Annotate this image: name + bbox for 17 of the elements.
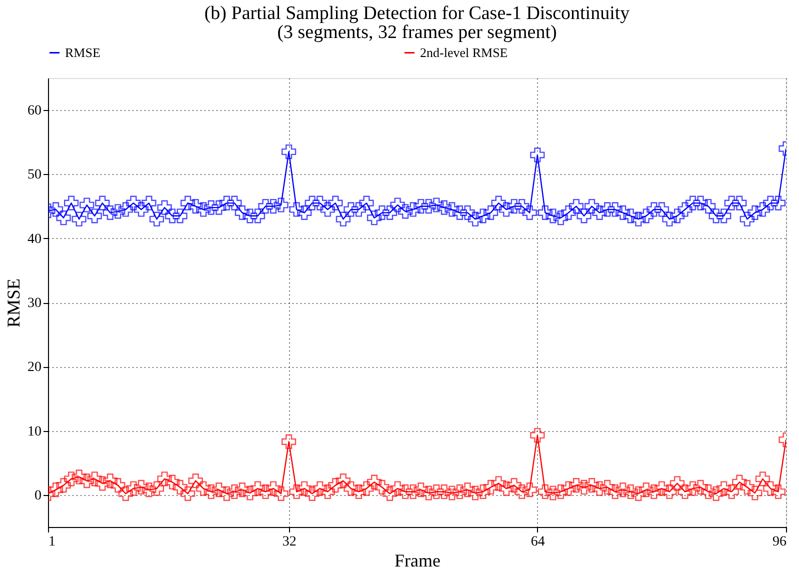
y-tick-label: 30 (28, 296, 42, 311)
y-tick-label: 60 (28, 104, 42, 119)
chart-subtitle: (3 segments, 32 frames per segment) (277, 22, 557, 43)
x-tick-label: 64 (530, 534, 545, 550)
y-tick-label: 40 (28, 232, 42, 247)
x-tick-label: 96 (772, 534, 786, 550)
x-tick-label: 32 (282, 534, 296, 550)
y-axis-title: RMSE (4, 278, 24, 328)
y-tick-label: 10 (28, 424, 42, 440)
x-tick-label: 1 (48, 534, 56, 550)
legend-label: RMSE (65, 44, 100, 60)
x-axis-title: Frame (394, 550, 441, 570)
chart-title: (b) Partial Sampling Detection for Case-1 Discontinuity (204, 3, 630, 24)
y-tick-label: 20 (28, 360, 42, 376)
y-tick-label: 50 (28, 168, 42, 183)
legend-label: 2nd-level RMSE (420, 44, 508, 60)
y-tick-label: 0 (34, 488, 42, 504)
